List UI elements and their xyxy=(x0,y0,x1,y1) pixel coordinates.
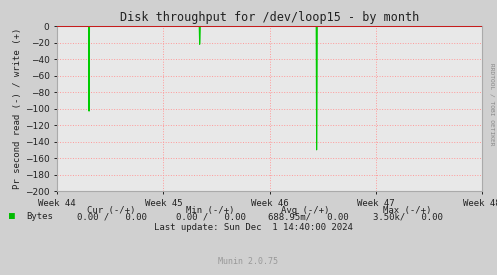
Text: ■: ■ xyxy=(9,211,15,221)
Y-axis label: Pr second read (-) / write (+): Pr second read (-) / write (+) xyxy=(13,28,22,189)
Text: 0.00 /   0.00: 0.00 / 0.00 xyxy=(176,213,247,222)
Text: 688.95m/   0.00: 688.95m/ 0.00 xyxy=(268,213,349,222)
Text: Last update: Sun Dec  1 14:40:00 2024: Last update: Sun Dec 1 14:40:00 2024 xyxy=(154,223,353,232)
Title: Disk throughput for /dev/loop15 - by month: Disk throughput for /dev/loop15 - by mon… xyxy=(120,10,419,24)
Text: Cur (-/+): Cur (-/+) xyxy=(87,206,135,215)
Text: 3.50k/   0.00: 3.50k/ 0.00 xyxy=(373,213,443,222)
Text: Min (-/+): Min (-/+) xyxy=(186,206,235,215)
Text: 0.00 /   0.00: 0.00 / 0.00 xyxy=(77,213,147,222)
Text: Munin 2.0.75: Munin 2.0.75 xyxy=(219,257,278,266)
Text: RRDTOOL / TOBI OETIKER: RRDTOOL / TOBI OETIKER xyxy=(490,63,495,146)
Text: Bytes: Bytes xyxy=(26,212,53,221)
Text: Max (-/+): Max (-/+) xyxy=(383,206,431,215)
Text: Avg (-/+): Avg (-/+) xyxy=(281,206,329,215)
